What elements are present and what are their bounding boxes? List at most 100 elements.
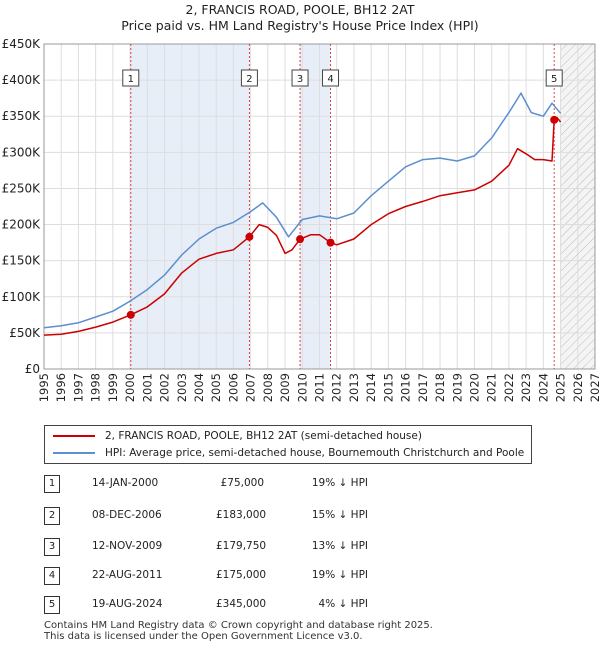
transaction-row: 2 08-DEC-2006 £183,000 15% ↓ HPI xyxy=(44,507,564,525)
x-tick-label: 2003 xyxy=(175,373,189,402)
x-tick-label: 1996 xyxy=(54,373,68,402)
legend-item-property: 2, FRANCIS ROAD, POOLE, BH12 2AT (semi-d… xyxy=(53,428,422,444)
price-chart: £0 £50K £100K £150K £200K £250K £300K £350K £400… xyxy=(2,37,600,402)
x-tick-label: 2013 xyxy=(347,373,361,402)
transaction-number: 5 xyxy=(44,596,60,614)
y-tick-label: £100K xyxy=(2,290,42,304)
sale-label-text: 2 xyxy=(246,74,252,85)
x-tick-label: 1997 xyxy=(71,373,85,402)
legend-swatch-hpi xyxy=(53,452,95,454)
shaded-period xyxy=(130,44,250,369)
x-tick-label: 2018 xyxy=(433,373,447,402)
transaction-price: £183,000 xyxy=(216,509,267,521)
x-tick-label: 2020 xyxy=(467,373,481,402)
x-tick-label: 2023 xyxy=(519,373,533,402)
transaction-number: 4 xyxy=(44,567,60,585)
y-tick-label: £350K xyxy=(2,109,42,123)
footer-line-2: This data is licensed under the Open Gov… xyxy=(44,631,363,642)
transaction-hpi-diff: 13% ↓ HPI xyxy=(311,540,368,552)
transaction-number: 1 xyxy=(44,475,60,493)
hpi-line xyxy=(43,92,562,329)
chart-subtitle: Price paid vs. HM Land Registry's House … xyxy=(121,18,479,33)
sale-point xyxy=(550,115,559,124)
sale-label-box xyxy=(122,69,140,87)
transaction-date: 14-JAN-2000 xyxy=(92,477,159,489)
transaction-row: 4 22-AUG-2011 £175,000 19% ↓ HPI xyxy=(44,567,564,585)
x-tick-label: 2026 xyxy=(571,373,585,402)
sale-label-box xyxy=(322,69,340,87)
sale-point xyxy=(326,238,335,247)
sale-label-text: 4 xyxy=(327,74,333,85)
transaction-number: 3 xyxy=(44,538,60,556)
x-tick-label: 2001 xyxy=(140,373,154,402)
y-tick-label: £200K xyxy=(2,218,42,232)
y-tick-label: £450K xyxy=(2,37,42,51)
legend-swatch-property xyxy=(53,435,95,437)
sale-point xyxy=(245,232,254,241)
x-tick-label: 2015 xyxy=(381,373,395,402)
footer-line-1: Contains HM Land Registry data © Crown c… xyxy=(44,620,433,631)
x-tick-label: 2027 xyxy=(588,373,600,402)
x-tick-label: 2024 xyxy=(536,373,550,402)
transaction-hpi-diff: 19% ↓ HPI xyxy=(311,569,368,581)
chart-title: 2, FRANCIS ROAD, POOLE, BH12 2AT xyxy=(185,2,415,17)
legend-item-hpi: HPI: Average price, semi-detached house,… xyxy=(53,445,524,461)
y-tick-label: £250K xyxy=(2,181,42,195)
sale-label-text: 1 xyxy=(128,74,134,85)
x-tick-label: 2021 xyxy=(485,373,499,402)
legend-label-hpi: HPI: Average price, semi-detached house,… xyxy=(105,447,525,459)
x-tick-label: 1995 xyxy=(37,373,51,402)
x-tick-label: 2000 xyxy=(123,373,137,402)
x-tick-label: 2022 xyxy=(502,373,516,402)
sale-label-text: 3 xyxy=(297,74,303,85)
chart-legend: 2, FRANCIS ROAD, POOLE, BH12 2AT (semi-d… xyxy=(44,425,532,464)
x-tick-label: 2008 xyxy=(261,373,275,402)
x-tick-label: 2005 xyxy=(209,373,223,402)
transaction-date: 19-AUG-2024 xyxy=(92,598,163,610)
transaction-price: £345,000 xyxy=(216,598,267,610)
x-tick-label: 2002 xyxy=(158,373,172,402)
y-tick-label: £150K xyxy=(2,254,42,268)
x-tick-label: 2011 xyxy=(313,373,327,402)
x-tick-label: 2016 xyxy=(399,373,413,402)
transaction-hpi-diff: 4% ↓ HPI xyxy=(318,598,368,610)
transaction-number: 2 xyxy=(44,507,60,525)
x-tick-label: 2007 xyxy=(244,373,258,402)
y-tick-label: £300K xyxy=(2,145,42,159)
x-tick-label: 2009 xyxy=(278,373,292,402)
sale-label-box xyxy=(291,69,309,87)
sale-label-text: 5 xyxy=(551,74,557,85)
transaction-row: 3 12-NOV-2009 £179,750 13% ↓ HPI xyxy=(44,538,564,556)
shaded-period xyxy=(300,44,331,369)
transaction-hpi-diff: 19% ↓ HPI xyxy=(311,477,368,489)
legend-label-property: 2, FRANCIS ROAD, POOLE, BH12 2AT (semi-d… xyxy=(105,430,422,442)
y-tick-label: £50K xyxy=(9,326,41,340)
x-tick-label: 2019 xyxy=(450,373,464,402)
sale-point xyxy=(296,235,305,244)
y-tick-label: £0 xyxy=(25,362,40,376)
sale-point xyxy=(126,310,135,319)
transaction-hpi-diff: 15% ↓ HPI xyxy=(311,509,368,521)
x-tick-label: 1998 xyxy=(89,373,103,402)
x-tick-label: 2014 xyxy=(364,373,378,402)
x-tick-label: 1999 xyxy=(106,373,120,402)
sale-label-box xyxy=(240,69,258,87)
transaction-date: 08-DEC-2006 xyxy=(92,509,162,521)
transaction-date: 12-NOV-2009 xyxy=(92,540,163,552)
x-tick-label: 2017 xyxy=(416,373,430,402)
x-tick-label: 2004 xyxy=(192,373,206,402)
property-price-line xyxy=(43,116,562,336)
transaction-row: 1 14-JAN-2000 £75,000 19% ↓ HPI xyxy=(44,475,564,493)
transaction-row: 5 19-AUG-2024 £345,000 4% ↓ HPI xyxy=(44,596,564,614)
transaction-date: 22-AUG-2011 xyxy=(92,569,163,581)
footer-attribution: Contains HM Land Registry data © Crown c… xyxy=(44,620,433,642)
x-tick-label: 2006 xyxy=(226,373,240,402)
x-tick-label: 2010 xyxy=(295,373,309,402)
plot-border xyxy=(43,43,596,370)
transaction-price: £75,000 xyxy=(220,477,264,489)
x-tick-label: 2012 xyxy=(330,373,344,402)
transaction-price: £175,000 xyxy=(216,569,267,581)
x-tick-label: 2025 xyxy=(554,373,568,402)
y-tick-label: £400K xyxy=(2,73,42,87)
transaction-price: £179,750 xyxy=(216,540,267,552)
